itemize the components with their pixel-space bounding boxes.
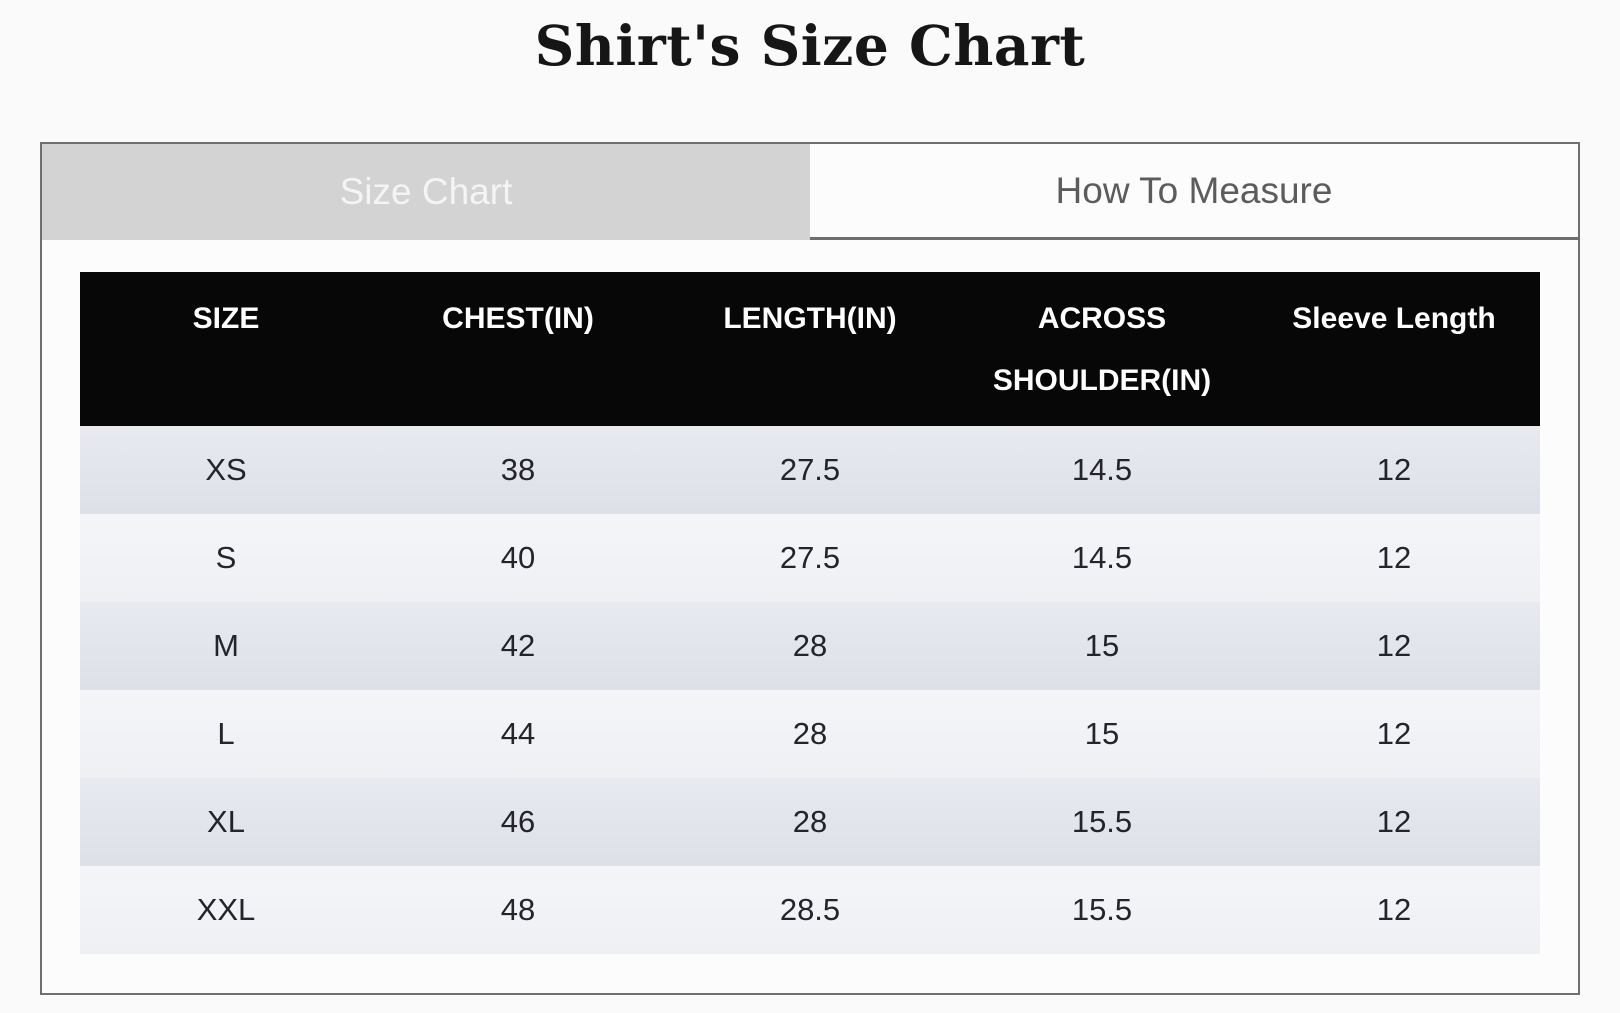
cell-sleeve: 12 — [1248, 778, 1540, 866]
cell-length: 28.5 — [664, 866, 956, 954]
cell-sleeve: 12 — [1248, 426, 1540, 514]
col-header-length: LENGTH(IN) — [664, 272, 956, 426]
table-row-s: S 40 27.5 14.5 12 — [80, 514, 1540, 602]
cell-sleeve: 12 — [1248, 514, 1540, 602]
tab-bar: Size Chart How To Measure — [42, 144, 1578, 240]
cell-size: XL — [80, 778, 372, 866]
size-table: SIZE CHEST(IN) LENGTH(IN) ACROSS SHOULDE… — [80, 272, 1540, 954]
table-row-xs: XS 38 27.5 14.5 12 — [80, 426, 1540, 514]
cell-chest: 38 — [372, 426, 664, 514]
size-chart-panel: Size Chart How To Measure SIZE CHEST(IN)… — [40, 142, 1580, 995]
tab-size-chart[interactable]: Size Chart — [42, 144, 810, 240]
cell-length: 27.5 — [664, 514, 956, 602]
table-row-m: M 42 28 15 12 — [80, 602, 1540, 690]
cell-size: L — [80, 690, 372, 778]
cell-chest: 40 — [372, 514, 664, 602]
cell-size: S — [80, 514, 372, 602]
col-header-across-shoulder: ACROSS SHOULDER(IN) — [956, 272, 1248, 426]
cell-size: M — [80, 602, 372, 690]
cell-size: XS — [80, 426, 372, 514]
cell-length: 28 — [664, 602, 956, 690]
cell-shoulder: 15 — [956, 690, 1248, 778]
table-row-xl: XL 46 28 15.5 12 — [80, 778, 1540, 866]
cell-sleeve: 12 — [1248, 690, 1540, 778]
table-row-xxl: XXL 48 28.5 15.5 12 — [80, 866, 1540, 954]
cell-sleeve: 12 — [1248, 866, 1540, 954]
cell-chest: 48 — [372, 866, 664, 954]
cell-shoulder: 14.5 — [956, 426, 1248, 514]
tab-how-to-measure[interactable]: How To Measure — [810, 144, 1578, 240]
cell-chest: 44 — [372, 690, 664, 778]
cell-shoulder: 14.5 — [956, 514, 1248, 602]
table-row-l: L 44 28 15 12 — [80, 690, 1540, 778]
tab-content: SIZE CHEST(IN) LENGTH(IN) ACROSS SHOULDE… — [42, 240, 1578, 994]
page-title: Shirt's Size Chart — [534, 13, 1086, 78]
table-header-row: SIZE CHEST(IN) LENGTH(IN) ACROSS SHOULDE… — [80, 272, 1540, 426]
col-header-size: SIZE — [80, 272, 372, 426]
cell-chest: 46 — [372, 778, 664, 866]
cell-shoulder: 15.5 — [956, 866, 1248, 954]
cell-length: 28 — [664, 690, 956, 778]
cell-size: XXL — [80, 866, 372, 954]
col-header-sleeve-length: Sleeve Length — [1248, 272, 1540, 426]
cell-sleeve: 12 — [1248, 602, 1540, 690]
cell-length: 27.5 — [664, 426, 956, 514]
cell-length: 28 — [664, 778, 956, 866]
cell-chest: 42 — [372, 602, 664, 690]
cell-shoulder: 15.5 — [956, 778, 1248, 866]
col-header-chest: CHEST(IN) — [372, 272, 664, 426]
cell-shoulder: 15 — [956, 602, 1248, 690]
